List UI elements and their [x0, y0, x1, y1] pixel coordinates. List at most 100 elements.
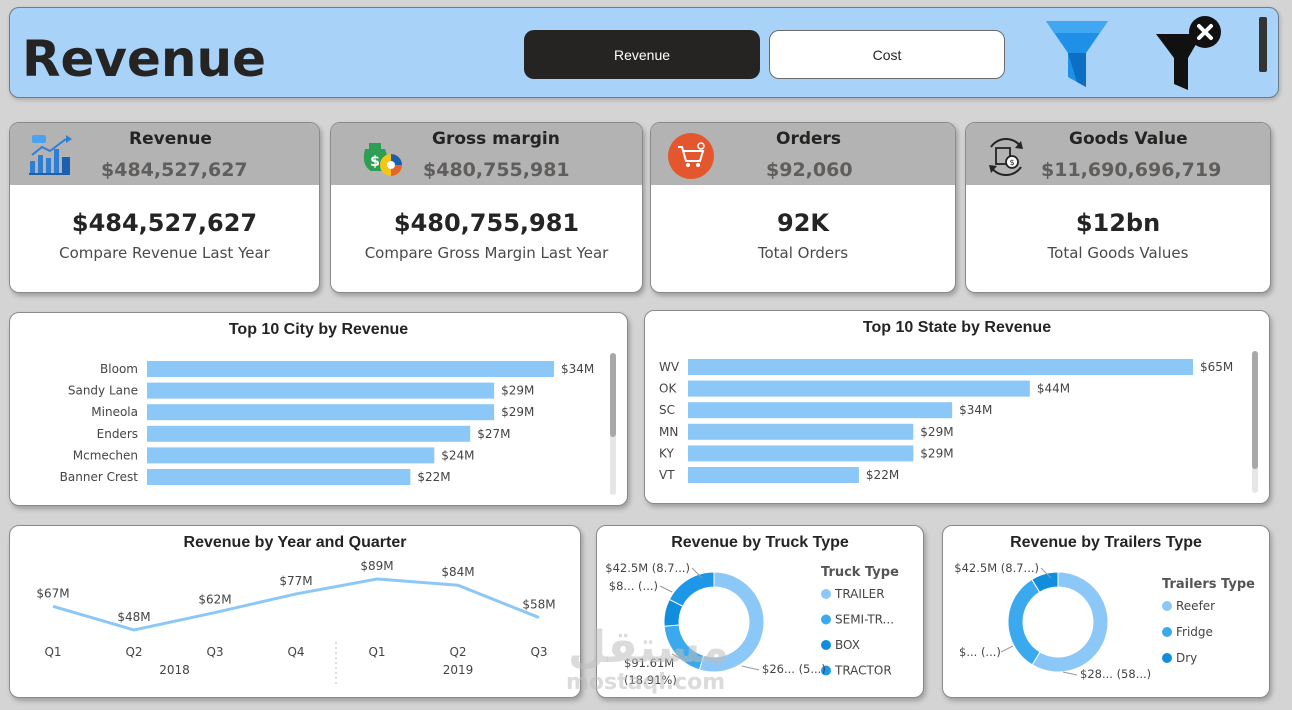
kpi-sub-value: $92,060	[766, 159, 853, 181]
city-bar-chart: Bloom $34M Sandy Lane $29M Mineola $29M Enders…	[60, 361, 594, 485]
bar	[688, 467, 859, 483]
data-label: $26... (5...)	[762, 662, 826, 676]
data-label: $42.5M (8.7...)	[605, 561, 690, 575]
kpi-sub-value: $484,527,627	[101, 159, 248, 181]
year-quarter-chart: Revenue by Year and Quarter $67M Q1 $48M Q2…	[9, 525, 581, 698]
kpi-card-orders: Orders $92,060 92K Total Orders	[650, 122, 956, 293]
kpi-sub-value: $11,690,696,719	[1041, 159, 1222, 181]
divider-bar	[1259, 17, 1267, 72]
donut-slice	[1031, 571, 1109, 673]
donut-slice	[698, 571, 765, 673]
year-label: 2019	[443, 663, 474, 677]
tab-revenue[interactable]: Revenue	[524, 30, 760, 79]
chart-scrollbar[interactable]	[1252, 351, 1258, 493]
x-tick-label: Q4	[287, 645, 304, 659]
category-label: MN	[659, 425, 678, 439]
revenue-chart-icon	[29, 135, 72, 175]
kpi-caption: Total Goods Values	[1047, 244, 1189, 262]
page-title: Revenue	[22, 30, 267, 88]
donut-slice	[668, 571, 715, 607]
kpi-value: $12bn	[1075, 209, 1161, 237]
data-label: $89M	[360, 559, 393, 573]
data-label: $62M	[198, 593, 231, 607]
category-label: VT	[659, 468, 675, 482]
x-tick-label: Q2	[449, 645, 466, 659]
bar	[688, 423, 914, 440]
kpi-card-goods-value: $ Goods Value $11,690,696,719 $12bn Tota…	[965, 122, 1271, 293]
category-label: SC	[659, 403, 675, 417]
bar	[147, 404, 495, 421]
revenue-line	[52, 577, 540, 632]
clear-filter-icon[interactable]	[1156, 14, 1224, 90]
x-tick-label: Q2	[125, 645, 142, 659]
kpi-label: Revenue	[129, 129, 212, 149]
legend-title: Truck Type	[821, 565, 899, 580]
svg-text:$: $	[370, 154, 380, 170]
state-revenue-chart: Top 10 State by Revenue WV $65M OK $44M SC $3…	[644, 310, 1270, 504]
chart-title: Revenue by Truck Type	[671, 534, 849, 551]
data-label: $... (...)	[959, 645, 1001, 659]
kpi-value: $480,755,981	[393, 209, 580, 237]
kpi-card-revenue: Revenue $484,527,627 $484,527,627 Compar…	[9, 122, 320, 293]
category-label: Enders	[97, 427, 138, 441]
bar	[147, 469, 411, 485]
bar	[688, 402, 953, 419]
legend-marker	[821, 665, 831, 676]
data-label: $67M	[36, 586, 69, 600]
category-label: Bloom	[100, 362, 138, 376]
kpi-value: 92K	[777, 209, 829, 237]
legend-label: SEMI-TR...	[835, 613, 894, 627]
category-label: OK	[659, 382, 677, 396]
trailer-type-chart: Revenue by Trailers Type Trailers Type Re…	[942, 525, 1270, 698]
truck-donut-chart: Truck Type TRAILER SEMI-TR... BOX TRACTOR $42…	[605, 561, 899, 687]
kpi-value: $484,527,627	[71, 209, 258, 237]
data-label: $34M	[959, 403, 992, 417]
chart-scrollbar[interactable]	[610, 353, 616, 495]
data-label: $34M	[561, 362, 594, 376]
bar	[147, 447, 435, 464]
kpi-caption: Total Orders	[757, 244, 849, 262]
year-label: 2018	[159, 663, 190, 677]
category-label: WV	[659, 360, 680, 374]
truck-type-chart: Revenue by Truck Type Truck Type TRAILER S…	[596, 525, 924, 698]
data-label: $28... (58...)	[1080, 667, 1151, 681]
scrollbar-thumb[interactable]	[1252, 351, 1258, 469]
data-label: $44M	[1037, 382, 1070, 396]
leader-line	[659, 585, 673, 593]
tab-cost[interactable]: Cost	[769, 30, 1005, 79]
goods-box-icon: $	[989, 138, 1023, 176]
kpi-card-header	[966, 123, 1270, 185]
data-label: $29M	[920, 425, 953, 439]
data-label: $29M	[501, 384, 534, 398]
data-label: $91.61M	[624, 656, 674, 670]
city-revenue-chart: Top 10 City by Revenue Bloom $34M Sandy La…	[9, 312, 628, 506]
legend-label: TRACTOR	[834, 664, 892, 678]
category-label: Sandy Lane	[68, 384, 138, 398]
legend-label: BOX	[835, 638, 860, 652]
data-label: $27M	[477, 427, 510, 441]
kpi-label: Orders	[776, 129, 842, 149]
legend-title: Trailers Type	[1162, 577, 1255, 592]
data-label: $22M	[417, 470, 450, 484]
category-label: Banner Crest	[60, 470, 139, 484]
legend-marker	[821, 614, 831, 625]
leader-line	[691, 567, 703, 579]
data-label: $58M	[522, 598, 555, 612]
bar	[147, 361, 554, 377]
legend-label: TRAILER	[834, 587, 885, 601]
filter-icon[interactable]	[1046, 19, 1110, 89]
trailer-donut-chart: Trailers Type Reefer Fridge Dry $42.5M (8.7.…	[954, 561, 1255, 681]
legend-label: Dry	[1176, 651, 1197, 665]
data-label: $29M	[501, 405, 534, 419]
scrollbar-thumb[interactable]	[610, 353, 616, 437]
bar	[147, 425, 471, 442]
kpi-caption: Compare Gross Margin Last Year	[364, 244, 609, 262]
bar	[688, 359, 1193, 375]
leader-line	[1040, 567, 1052, 579]
legend-label: Reefer	[1176, 599, 1215, 613]
x-tick-label: Q1	[368, 645, 385, 659]
money-bag-icon: $	[363, 143, 402, 176]
header-bar: Revenue Revenue Cost	[9, 7, 1279, 98]
data-label: $24M	[441, 448, 474, 462]
leader-line	[671, 653, 686, 662]
